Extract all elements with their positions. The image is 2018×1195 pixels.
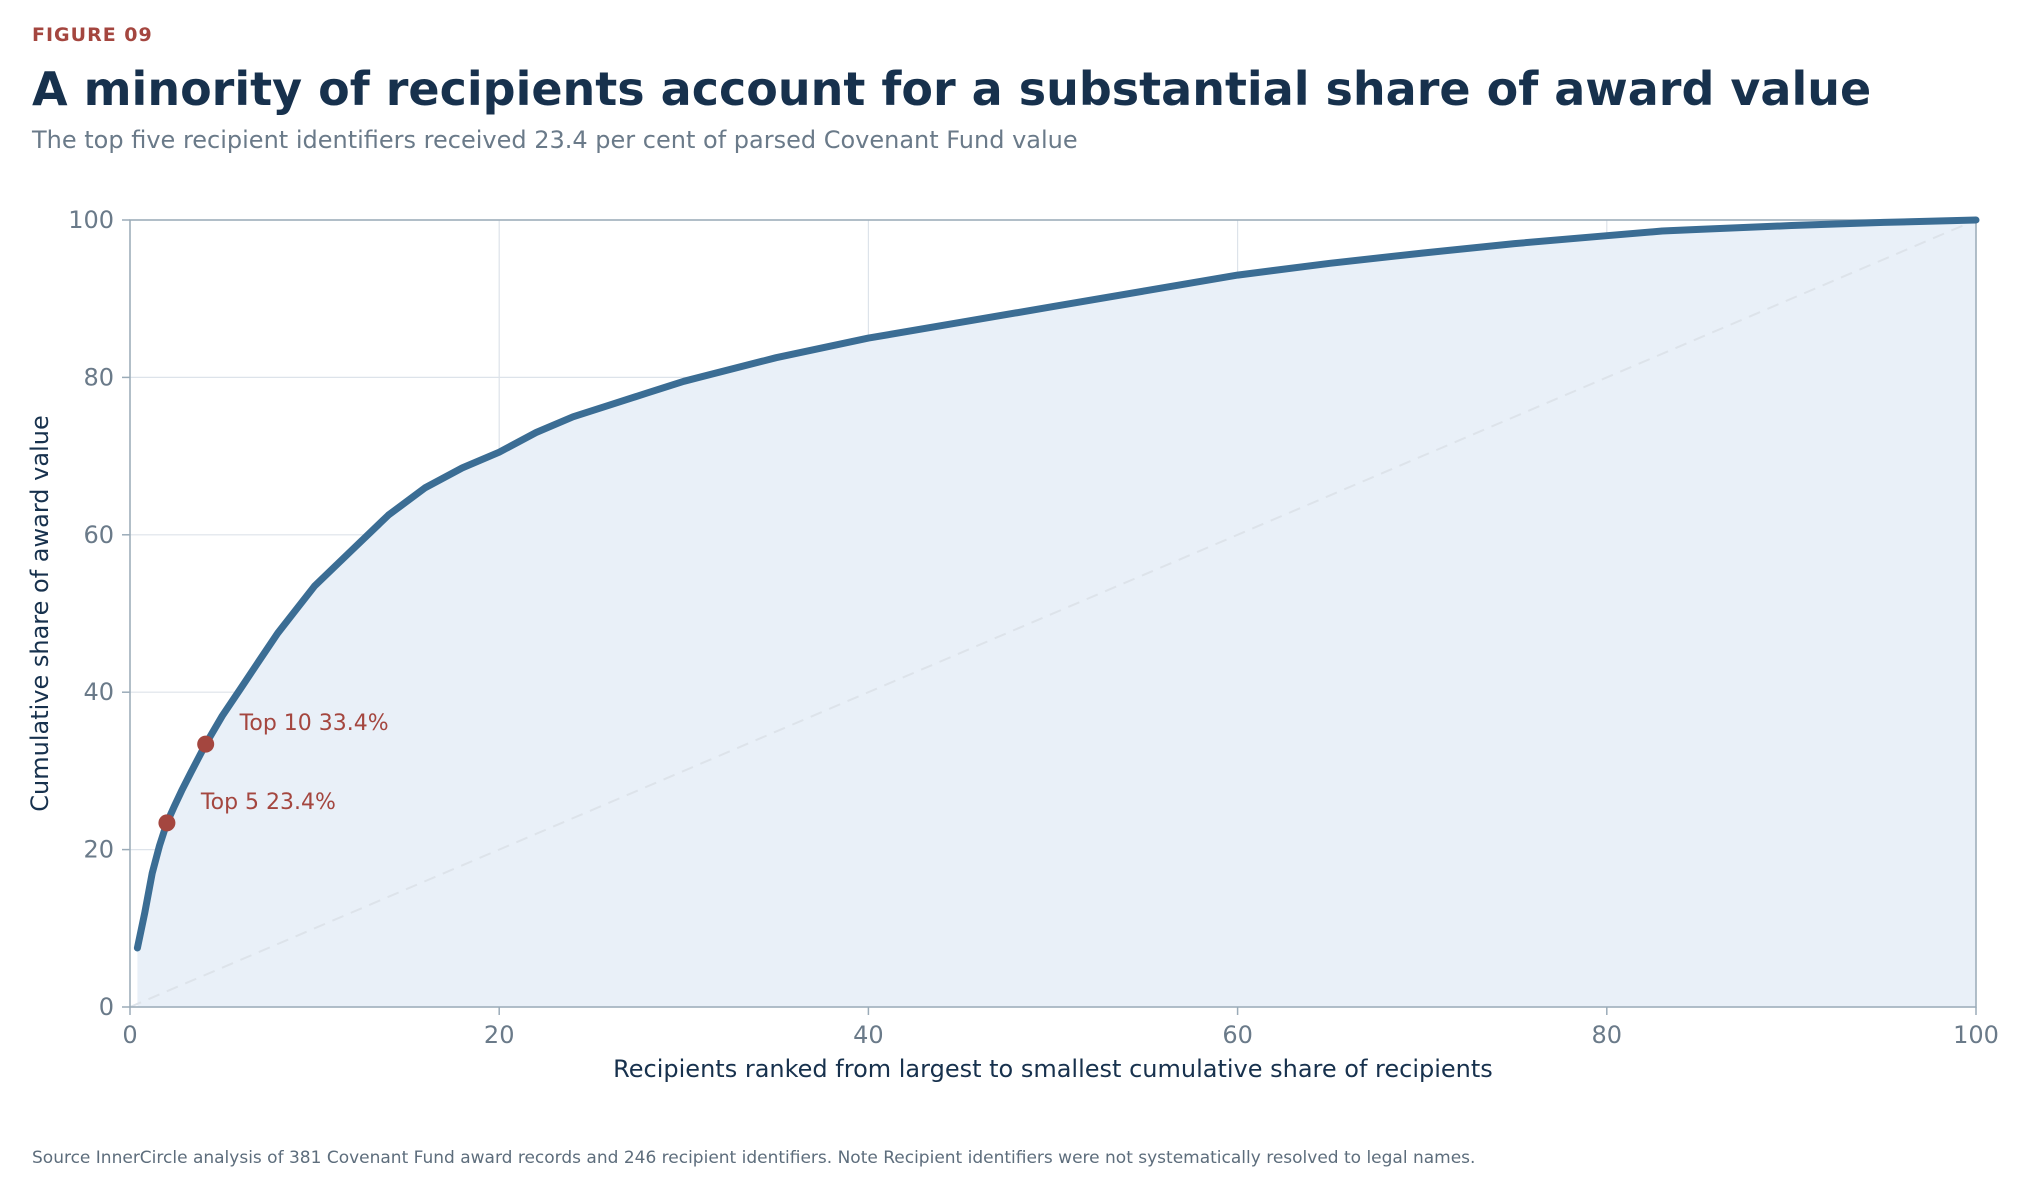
annotation-point-0 (158, 814, 176, 832)
plot-frame (129, 219, 1977, 1008)
y-tick-label-2: 40 (83, 678, 114, 706)
x-tick-label-3: 60 (1222, 1021, 1253, 1049)
cumulative-share-curve (133, 216, 1980, 952)
x-tick-label-5: 100 (1953, 1021, 1999, 1049)
annotation-points: Top 5 23.4% Top 10 33.4% (158, 711, 389, 832)
x-tick-label-4: 80 (1592, 1021, 1623, 1049)
chart-title: A minority of recipients account for a s… (32, 62, 1872, 116)
annotation-point-1 (197, 735, 215, 753)
y-tick-label-5: 100 (68, 206, 114, 234)
x-tick-label-0: 0 (122, 1021, 137, 1049)
annotation-label-0: Top 5 23.4% (200, 790, 336, 815)
annotation-label-1: Top 10 33.4% (239, 711, 389, 736)
y-tick-label-3: 60 (83, 521, 114, 549)
y-axis-title: Cumulative share of award value (26, 415, 54, 811)
y-tick-label-4: 80 (83, 363, 114, 391)
chart-subtitle: The top five recipient identifiers recei… (32, 126, 1078, 154)
x-axis-title: Recipients ranked from largest to smalle… (613, 1055, 1493, 1083)
equality-line (129, 219, 1977, 1008)
x-tick-label-1: 20 (484, 1021, 515, 1049)
y-tick-label-0: 0 (99, 993, 114, 1021)
y-tick-label-1: 20 (83, 836, 114, 864)
source-note: Source InnerCircle analysis of 381 Coven… (32, 1148, 1476, 1168)
x-tick-label-2: 40 (853, 1021, 884, 1049)
figure-label: FIGURE 09 (32, 24, 153, 46)
tick-labels: 0 20 40 60 80 100 0 20 40 60 80 100 (68, 206, 1999, 1049)
